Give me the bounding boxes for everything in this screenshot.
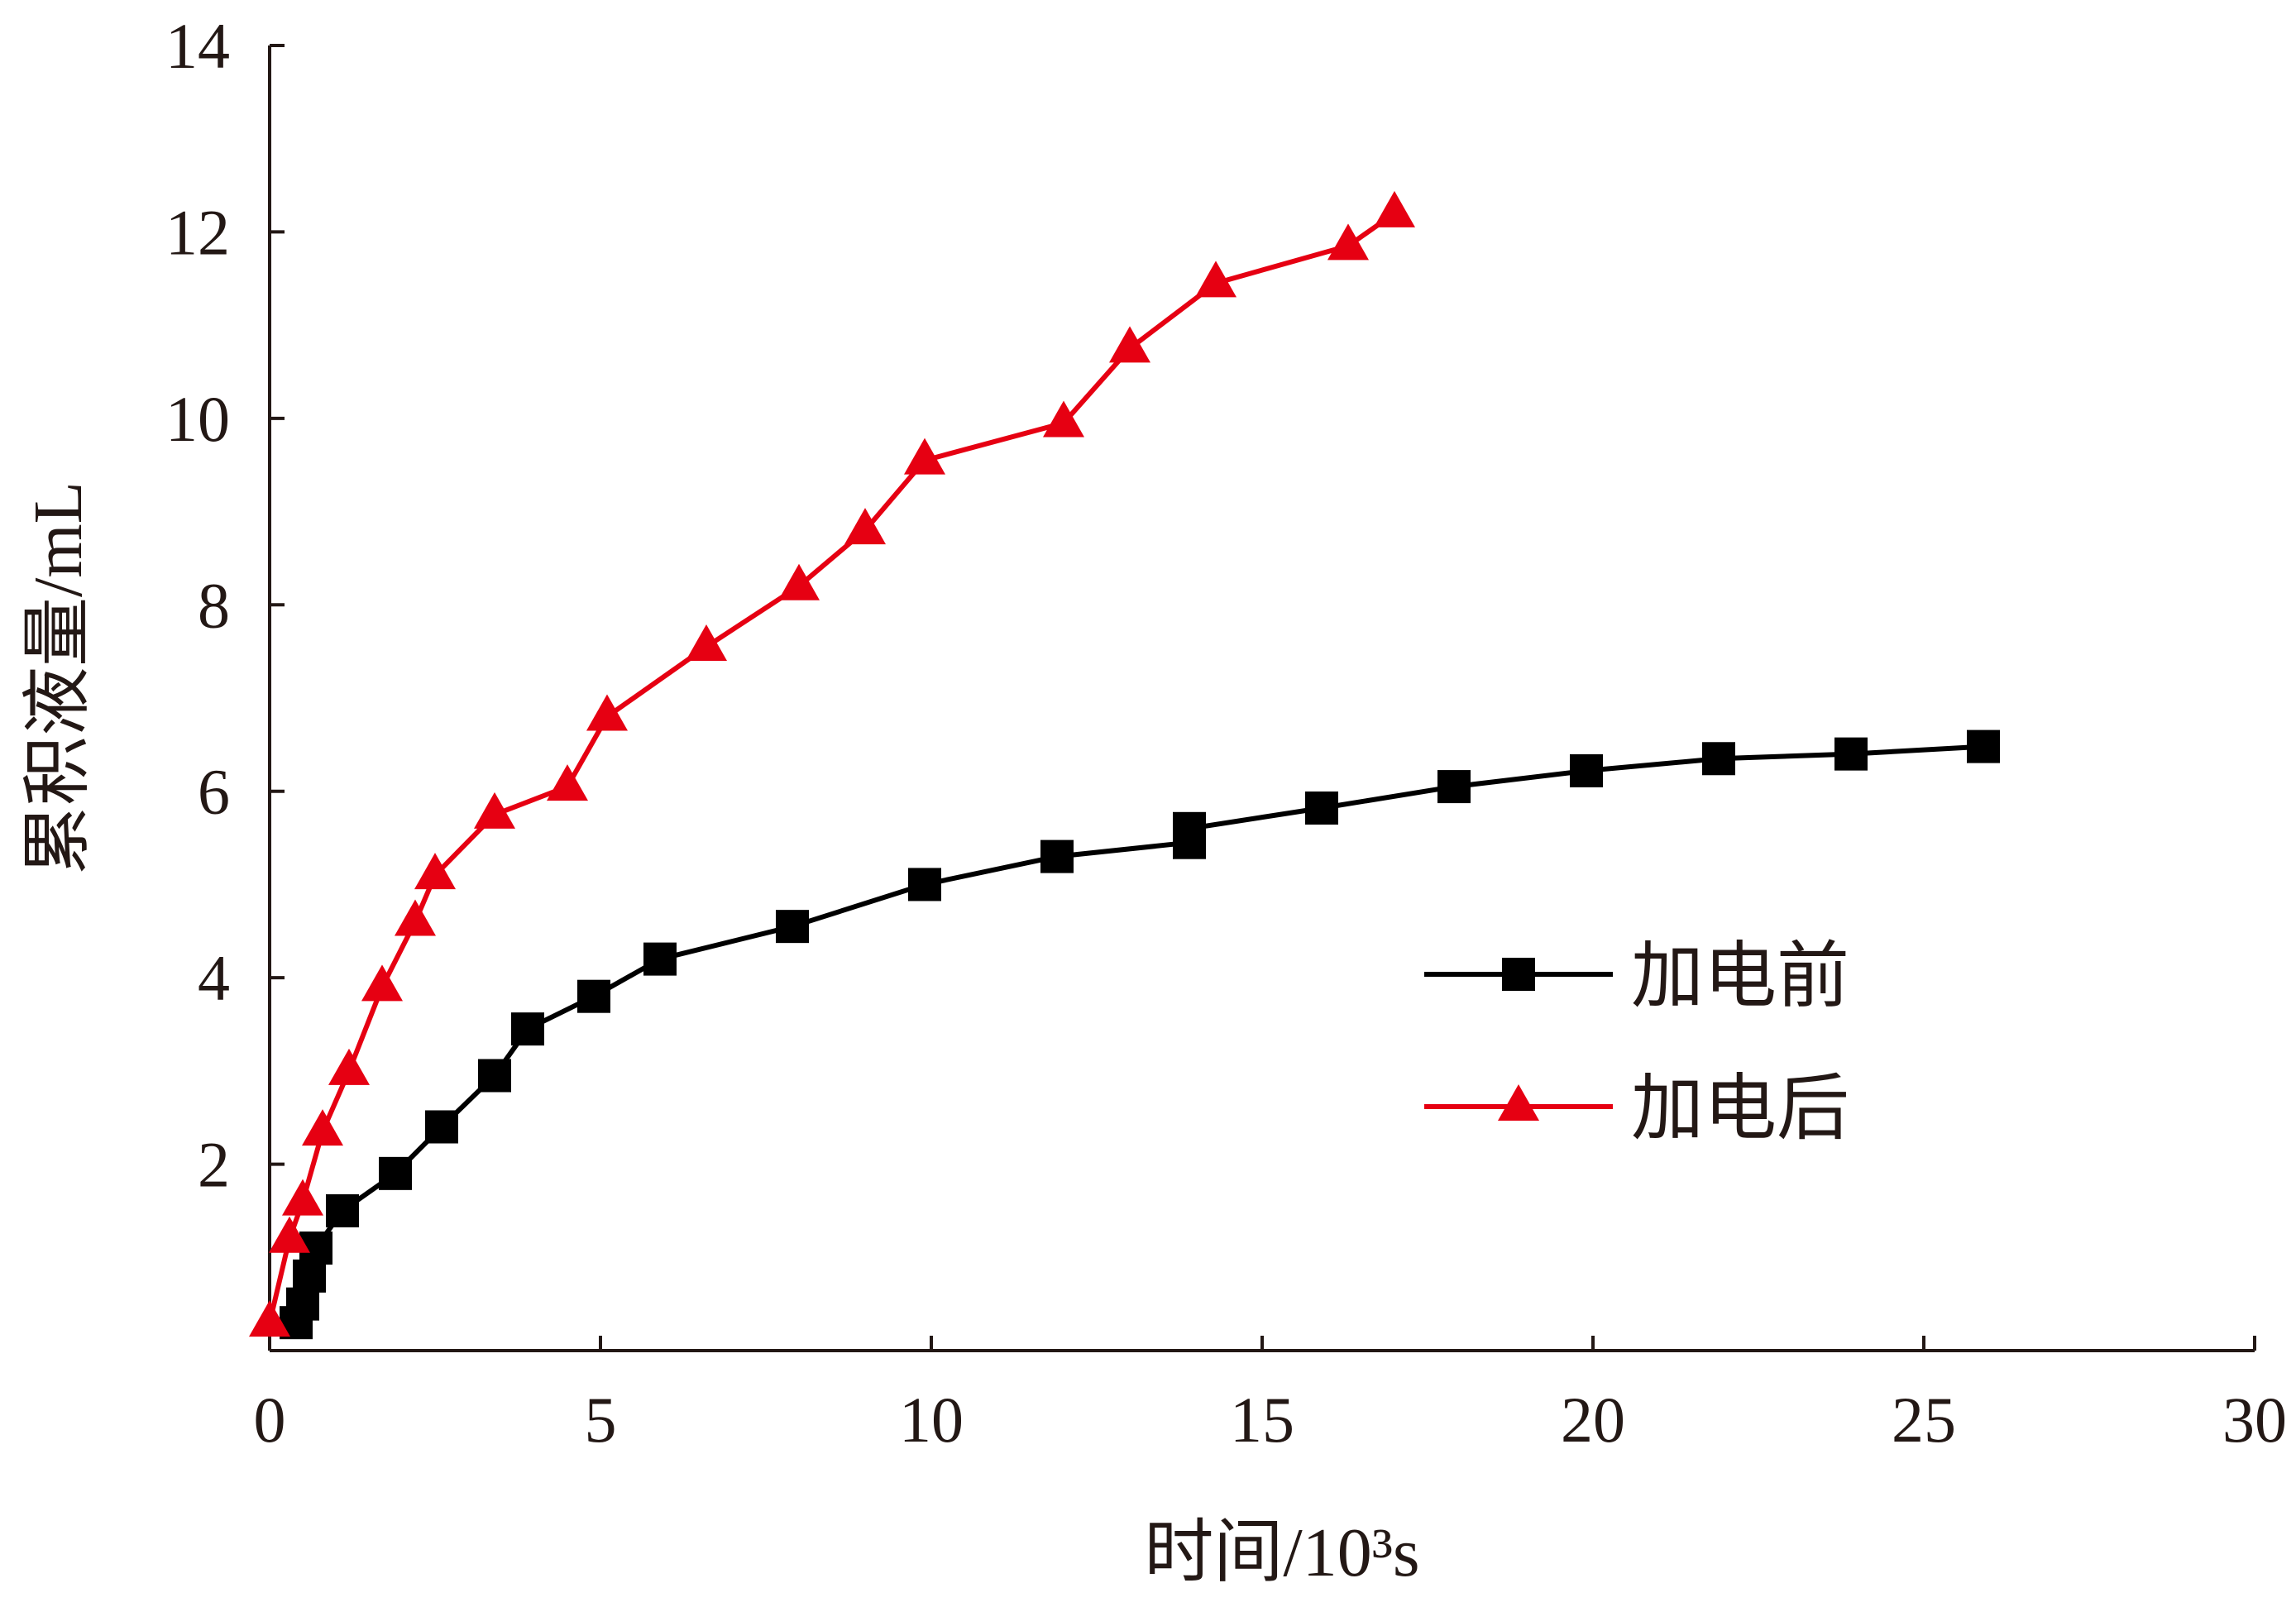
data-point [1109, 326, 1150, 363]
series-layer [249, 190, 2000, 1340]
data-point [1327, 223, 1369, 261]
x-tick-label: 20 [1561, 1384, 1625, 1456]
series-line [267, 211, 1396, 1323]
data-point [425, 1110, 458, 1144]
data-point [395, 899, 436, 936]
x-tick-label: 10 [899, 1384, 964, 1456]
data-point [249, 1300, 290, 1337]
data-point [511, 1012, 544, 1046]
y-tick-label: 8 [198, 569, 230, 641]
y-tick-label: 2 [198, 1129, 230, 1201]
series-line [294, 744, 1984, 1324]
y-tick-label: 14 [165, 10, 230, 82]
data-point [1570, 753, 1603, 787]
data-point [1305, 792, 1338, 825]
x-tick-label: 30 [2222, 1384, 2287, 1456]
x-axis-title: 时间/10³s [1144, 1514, 1419, 1591]
data-point [361, 964, 403, 1002]
data-point [326, 1193, 359, 1227]
data-point [686, 624, 727, 662]
legend-swatch-marker [1502, 958, 1535, 991]
legend-label: 加电前 [1631, 933, 1849, 1018]
y-axis-title: 累积液量/mL [20, 481, 97, 875]
data-point [1173, 811, 1206, 845]
y-axis-ticks: 2 4 6 8 10 12 14 [165, 10, 285, 1201]
x-axis-ticks: 0 5 10 15 20 25 30 [254, 1336, 2287, 1456]
data-point [1702, 742, 1735, 776]
data-point [776, 910, 809, 944]
y-tick-label: 12 [165, 196, 230, 268]
y-tick-label: 6 [198, 756, 230, 828]
data-point [1967, 729, 2000, 763]
data-point [478, 1059, 511, 1093]
y-tick-label: 4 [198, 942, 230, 1014]
data-point [586, 694, 628, 731]
axes [268, 45, 2255, 1352]
data-point [1040, 839, 1074, 873]
data-point [474, 792, 515, 829]
data-point [1834, 737, 1868, 771]
y-tick-label: 10 [165, 383, 230, 455]
x-tick-label: 5 [585, 1384, 617, 1456]
data-point [328, 1048, 370, 1085]
data-point [904, 438, 945, 475]
data-point [577, 979, 610, 1013]
legend-label: 加电后 [1631, 1065, 1849, 1150]
data-point [908, 868, 941, 902]
data-point [293, 1259, 326, 1293]
data-point [379, 1156, 412, 1190]
data-point [643, 942, 677, 976]
series-square [280, 729, 2000, 1340]
data-point [414, 853, 456, 890]
data-point [1043, 400, 1084, 438]
data-point [1374, 190, 1415, 227]
x-tick-label: 15 [1230, 1384, 1294, 1456]
data-point [302, 1109, 343, 1146]
legend-swatch-marker [1498, 1084, 1539, 1121]
data-point [286, 1287, 319, 1321]
data-point [1195, 261, 1236, 298]
data-point [844, 508, 886, 545]
data-point [1437, 770, 1471, 804]
x-tick-label: 0 [254, 1384, 286, 1456]
data-point [282, 1179, 323, 1216]
series-triangle [249, 190, 1415, 1337]
data-point [269, 1216, 310, 1253]
data-point [778, 563, 820, 600]
x-tick-label: 25 [1892, 1384, 1956, 1456]
data-point [547, 764, 588, 801]
